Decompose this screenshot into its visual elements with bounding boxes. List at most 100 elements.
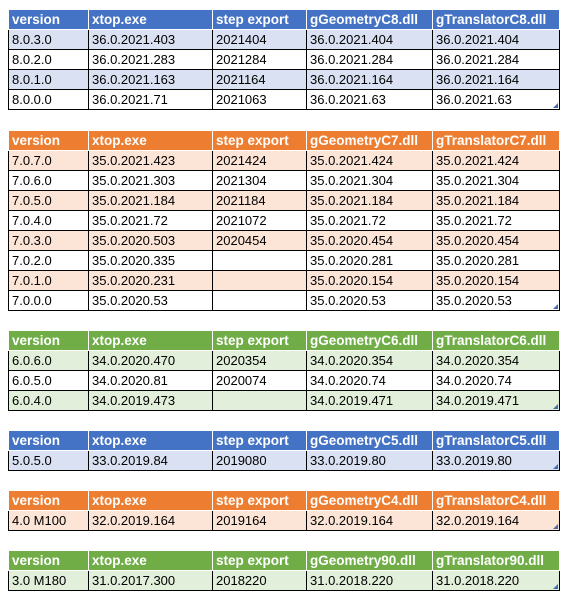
table-row: 7.0.5.0 35.0.2021.184 2021184 35.0.2021.184… <box>8 190 560 211</box>
cell-version: 4.0 M100 <box>8 510 89 531</box>
column-header-step-export: step export <box>212 130 307 151</box>
cell-step-export: 2021424 <box>212 150 307 171</box>
column-header-version: version <box>8 490 89 511</box>
column-header-step-export: step export <box>212 550 307 571</box>
cell-geometry-dll: 35.0.2021.184 <box>306 190 433 211</box>
table-resize-handle[interactable] <box>553 524 558 529</box>
table-resize-handle[interactable] <box>553 103 558 108</box>
cell-step-export: 2021404 <box>212 29 307 50</box>
cell-xtop: 36.0.2021.163 <box>88 69 213 90</box>
cell-step-export: 2018220 <box>212 570 307 591</box>
cell-step-export: 2019164 <box>212 510 307 531</box>
version-table-4: version xtop.exe step export gGeometryC5.dl… <box>8 430 560 471</box>
cell-xtop: 35.0.2021.423 <box>88 150 213 171</box>
cell-version: 6.0.5.0 <box>8 370 89 391</box>
column-header-xtop: xtop.exe <box>88 330 213 351</box>
cell-step-export: 2020354 <box>212 350 307 371</box>
column-header-translator-dll: gTranslatorC7.dll <box>432 130 560 151</box>
table-row: 6.0.4.0 34.0.2019.473 34.0.2019.471 34.0.20… <box>8 390 560 411</box>
cell-translator-dll: 34.0.2020.74 <box>432 370 560 391</box>
table-row: 7.0.4.0 35.0.2021.72 2021072 35.0.2021.72 35… <box>8 210 560 231</box>
cell-step-export: 2020454 <box>212 230 307 251</box>
column-header-version: version <box>8 430 89 451</box>
column-header-xtop: xtop.exe <box>88 9 213 30</box>
cell-version: 8.0.0.0 <box>8 89 89 110</box>
header-row: version xtop.exe step export gGeometryC8.dl… <box>8 9 560 30</box>
column-header-step-export: step export <box>212 9 307 30</box>
cell-translator-dll: 35.0.2020.53 <box>432 290 560 311</box>
cell-geometry-dll: 36.0.2021.404 <box>306 29 433 50</box>
cell-step-export: 2021072 <box>212 210 307 231</box>
column-header-geometry-dll: gGeometryC7.dll <box>306 130 433 151</box>
cell-geometry-dll: 32.0.2019.164 <box>306 510 433 531</box>
cell-geometry-dll: 34.0.2020.354 <box>306 350 433 371</box>
cell-translator-dll: 35.0.2021.304 <box>432 170 560 191</box>
cell-version: 8.0.2.0 <box>8 49 89 70</box>
cell-geometry-dll: 36.0.2021.164 <box>306 69 433 90</box>
table-resize-handle[interactable] <box>553 404 558 409</box>
cell-geometry-dll: 34.0.2020.74 <box>306 370 433 391</box>
table-row: 7.0.3.0 35.0.2020.503 2020454 35.0.2020.454… <box>8 230 560 251</box>
table-row: 4.0 M100 32.0.2019.164 2019164 32.0.2019.16… <box>8 510 560 531</box>
column-header-geometry-dll: gGeometryC6.dll <box>306 330 433 351</box>
cell-geometry-dll: 36.0.2021.63 <box>306 89 433 110</box>
cell-geometry-dll: 31.0.2018.220 <box>306 570 433 591</box>
column-header-version: version <box>8 9 89 30</box>
cell-version: 5.0.5.0 <box>8 450 89 471</box>
cell-geometry-dll: 36.0.2021.284 <box>306 49 433 70</box>
column-header-step-export: step export <box>212 430 307 451</box>
column-header-geometry-dll: gGeometryC4.dll <box>306 490 433 511</box>
cell-translator-dll: 35.0.2021.184 <box>432 190 560 211</box>
cell-version: 6.0.6.0 <box>8 350 89 371</box>
cell-step-export: 2019080 <box>212 450 307 471</box>
cell-version: 7.0.3.0 <box>8 230 89 251</box>
table-row: 7.0.7.0 35.0.2021.423 2021424 35.0.2021.424… <box>8 150 560 171</box>
cell-xtop: 34.0.2019.473 <box>88 390 213 411</box>
cell-xtop: 35.0.2020.503 <box>88 230 213 251</box>
column-header-step-export: step export <box>212 490 307 511</box>
table-resize-handle[interactable] <box>553 584 558 589</box>
column-header-translator-dll: gTranslatorC5.dll <box>432 430 560 451</box>
cell-version: 3.0 M180 <box>8 570 89 591</box>
version-table-3: version xtop.exe step export gGeometryC6.dl… <box>8 330 560 411</box>
cell-version: 7.0.5.0 <box>8 190 89 211</box>
cell-xtop: 35.0.2021.303 <box>88 170 213 191</box>
table-resize-handle[interactable] <box>553 304 558 309</box>
column-header-geometry-dll: gGeometryC5.dll <box>306 430 433 451</box>
column-header-version: version <box>8 130 89 151</box>
table-row: 7.0.6.0 35.0.2021.303 2021304 35.0.2021.304… <box>8 170 560 191</box>
cell-translator-dll: 35.0.2020.154 <box>432 270 560 291</box>
table-row: 5.0.5.0 33.0.2019.84 2019080 33.0.2019.80 33… <box>8 450 560 471</box>
cell-xtop: 34.0.2020.470 <box>88 350 213 371</box>
column-header-step-export: step export <box>212 330 307 351</box>
cell-version: 8.0.3.0 <box>8 29 89 50</box>
column-header-geometry-dll: gGeometry90.dll <box>306 550 433 571</box>
cell-version: 6.0.4.0 <box>8 390 89 411</box>
cell-geometry-dll: 35.0.2020.53 <box>306 290 433 311</box>
cell-xtop: 34.0.2020.81 <box>88 370 213 391</box>
cell-translator-dll: 36.0.2021.164 <box>432 69 560 90</box>
table-row: 6.0.6.0 34.0.2020.470 2020354 34.0.2020.354… <box>8 350 560 371</box>
table-row: 3.0 M180 31.0.2017.300 2018220 31.0.2018.22… <box>8 570 560 591</box>
cell-xtop: 35.0.2021.184 <box>88 190 213 211</box>
cell-translator-dll: 31.0.2018.220 <box>432 570 560 591</box>
table-resize-handle[interactable] <box>553 464 558 469</box>
version-table-1: version xtop.exe step export gGeometryC8.dl… <box>8 9 560 110</box>
column-header-geometry-dll: gGeometryC8.dll <box>306 9 433 30</box>
column-header-xtop: xtop.exe <box>88 130 213 151</box>
column-header-version: version <box>8 550 89 571</box>
cell-version: 8.0.1.0 <box>8 69 89 90</box>
cell-version: 7.0.1.0 <box>8 270 89 291</box>
cell-step-export <box>212 250 307 271</box>
table-row: 7.0.0.0 35.0.2020.53 35.0.2020.53 35.0.2020… <box>8 290 560 311</box>
cell-geometry-dll: 35.0.2020.454 <box>306 230 433 251</box>
header-row: version xtop.exe step export gGeometryC6.dl… <box>8 330 560 351</box>
column-header-xtop: xtop.exe <box>88 490 213 511</box>
header-row: version xtop.exe step export gGeometry90.dl… <box>8 550 560 571</box>
cell-step-export: 2021184 <box>212 190 307 211</box>
column-header-translator-dll: gTranslator90.dll <box>432 550 560 571</box>
cell-geometry-dll: 35.0.2021.72 <box>306 210 433 231</box>
cell-xtop: 33.0.2019.84 <box>88 450 213 471</box>
version-table-6: version xtop.exe step export gGeometry90.dl… <box>8 550 560 591</box>
cell-xtop: 31.0.2017.300 <box>88 570 213 591</box>
